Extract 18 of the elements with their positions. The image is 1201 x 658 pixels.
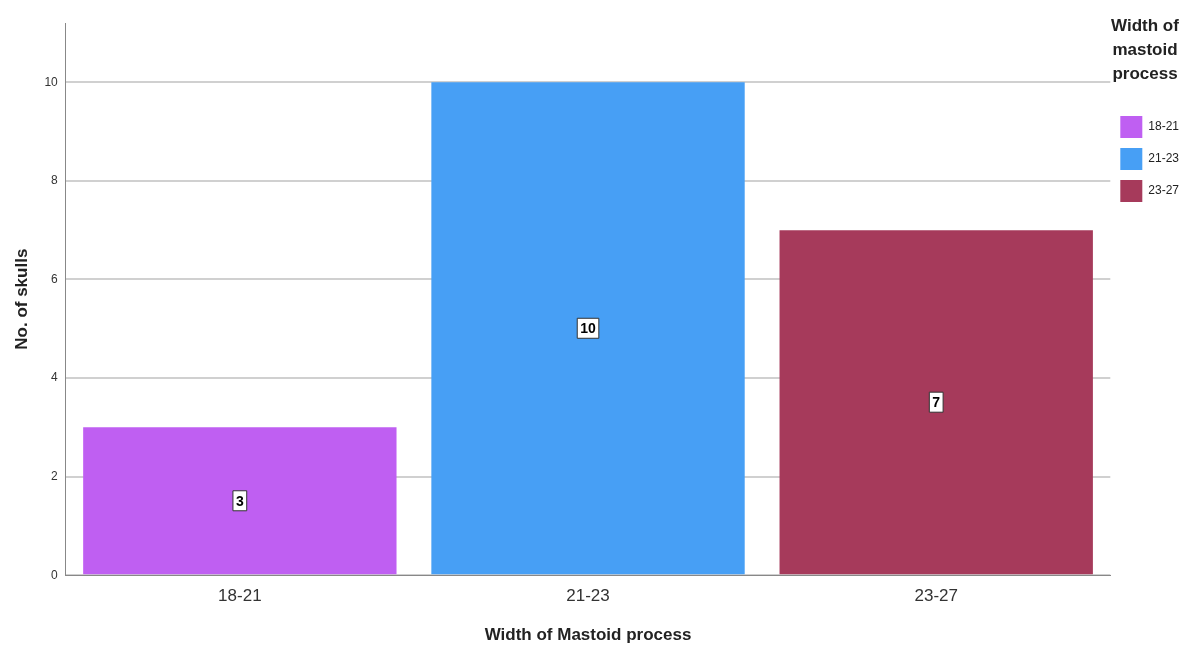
legend-title: Width of mastoid process xyxy=(1110,15,1180,85)
data-label: 3 xyxy=(235,492,244,509)
legend-label: 23-27 xyxy=(1148,183,1180,198)
y-tick-label: 2 xyxy=(51,468,59,483)
x-axis-title: Width of Mastoid process xyxy=(484,625,692,645)
y-tick-label: 10 xyxy=(44,74,59,89)
y-tick-label: 6 xyxy=(51,271,59,286)
y-tick-label: 0 xyxy=(51,567,59,582)
y-tick-label: 4 xyxy=(51,370,59,385)
y-axis-title: No. of skulls xyxy=(11,248,31,350)
legend-label: 18-21 xyxy=(1148,119,1180,134)
x-tick-label: 23-27 xyxy=(914,586,958,606)
y-tick-label: 8 xyxy=(51,173,59,188)
data-label: 10 xyxy=(580,320,597,337)
x-tick-label: 18-21 xyxy=(218,586,262,606)
legend-label: 21-23 xyxy=(1148,151,1180,166)
data-label: 7 xyxy=(932,394,941,411)
x-tick-label: 21-23 xyxy=(566,586,610,606)
